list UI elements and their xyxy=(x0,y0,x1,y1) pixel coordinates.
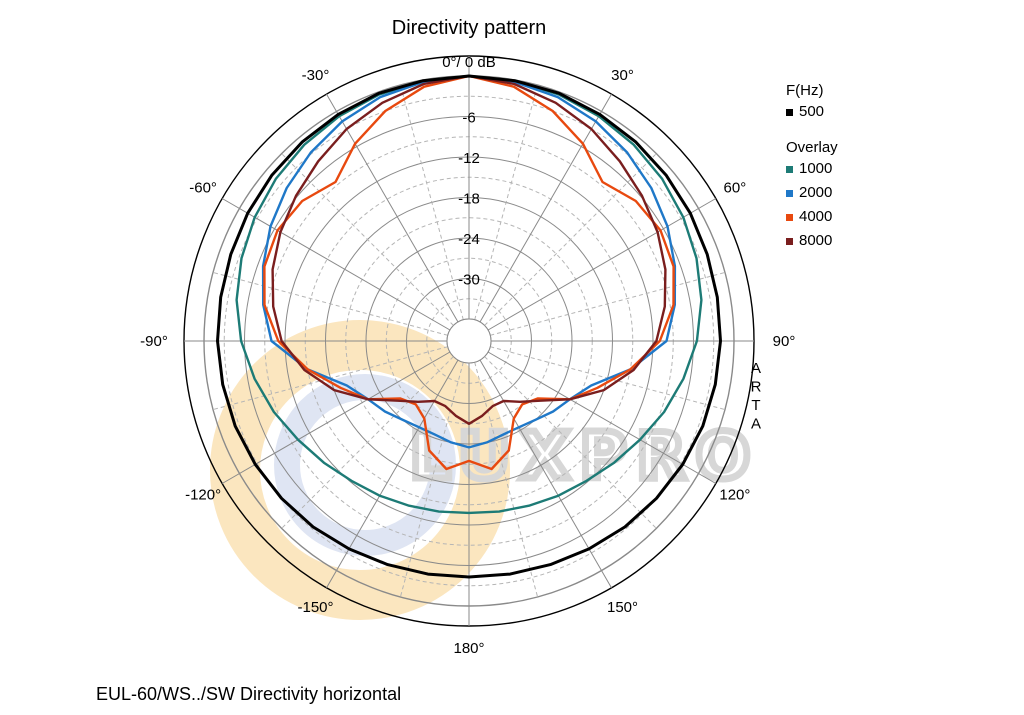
angle-tick-label: 30° xyxy=(611,67,634,84)
legend-label-2000: 2000 xyxy=(799,184,832,201)
grid-spoke xyxy=(212,271,448,336)
center-hole xyxy=(446,318,492,364)
grid-spoke xyxy=(479,93,612,323)
grid-spoke xyxy=(474,362,539,598)
angle-tick-label: -150° xyxy=(297,599,333,616)
angle-tick-label: 90° xyxy=(773,333,796,350)
series-layer xyxy=(216,74,722,579)
grid-spoke xyxy=(487,198,717,331)
grid-spoke xyxy=(281,356,454,529)
ring-tick-label: -6 xyxy=(462,110,475,127)
polar-grid xyxy=(183,55,755,627)
axis-labels: -30° 30° -60° 60° -90° 90° -120° 120° -150° 150° 1… xyxy=(140,67,795,657)
legend-swatch-500 xyxy=(786,109,793,116)
arta-letter: A xyxy=(751,360,761,377)
legend-swatch-2000 xyxy=(786,190,793,197)
angle-tick-label: 120° xyxy=(719,487,750,504)
series-line-8000 xyxy=(271,74,667,425)
angle-tick-label: 60° xyxy=(724,180,747,197)
angle-tick-label: -120° xyxy=(185,487,221,504)
top-angle-label: 0°/ 0 dB xyxy=(442,54,496,71)
watermark-ring-outer xyxy=(210,320,510,620)
grid-spoke xyxy=(490,271,726,336)
ring-tick-label: -24 xyxy=(458,231,480,248)
ring-tick-label: -30 xyxy=(458,272,480,289)
legend-label-4000: 4000 xyxy=(799,208,832,225)
legend-label-500: 500 xyxy=(799,103,824,120)
arta-letter: T xyxy=(751,397,760,414)
grid-spoke xyxy=(474,84,539,320)
angle-tick-label: -90° xyxy=(140,333,168,350)
grid-spoke xyxy=(399,362,464,598)
legend-swatch-4000 xyxy=(786,214,793,221)
arta-letter: R xyxy=(751,379,762,396)
angle-tick-label: 150° xyxy=(607,599,638,616)
series-line-2000 xyxy=(261,74,677,449)
legend-overlay-header: Overlay xyxy=(786,139,838,156)
legend-label-1000: 1000 xyxy=(799,160,832,177)
figure-caption: EUL-60/WS../SW Directivity horizontal xyxy=(96,684,402,704)
grid-spoke xyxy=(484,356,657,529)
angle-tick-label: -30° xyxy=(302,67,330,84)
grid-spoke xyxy=(484,153,657,326)
legend-header: F(Hz) xyxy=(786,82,824,99)
series-line-500 xyxy=(216,74,722,579)
series-line-4000 xyxy=(263,74,675,471)
legend-swatch-1000 xyxy=(786,166,793,173)
grid-spoke xyxy=(281,153,454,326)
grid-spoke xyxy=(221,351,451,484)
angle-tick-label: -60° xyxy=(189,180,217,197)
grid-spoke xyxy=(326,93,459,323)
series-line-1000 xyxy=(235,74,703,515)
grid-spoke xyxy=(399,84,464,320)
ring-tick-label: -18 xyxy=(458,191,480,208)
ring-tick-label: -12 xyxy=(458,150,480,167)
angle-tick-label: 180° xyxy=(453,640,484,657)
grid-spoke xyxy=(221,198,451,331)
chart-title: Directivity pattern xyxy=(392,17,547,39)
legend-swatch-8000 xyxy=(786,238,793,245)
legend: F(Hz) Overlay 500 1000 2000 4000 8000 xyxy=(786,82,838,249)
arta-letter: A xyxy=(751,416,761,433)
grid-spoke xyxy=(487,351,717,484)
legend-label-8000: 8000 xyxy=(799,232,832,249)
